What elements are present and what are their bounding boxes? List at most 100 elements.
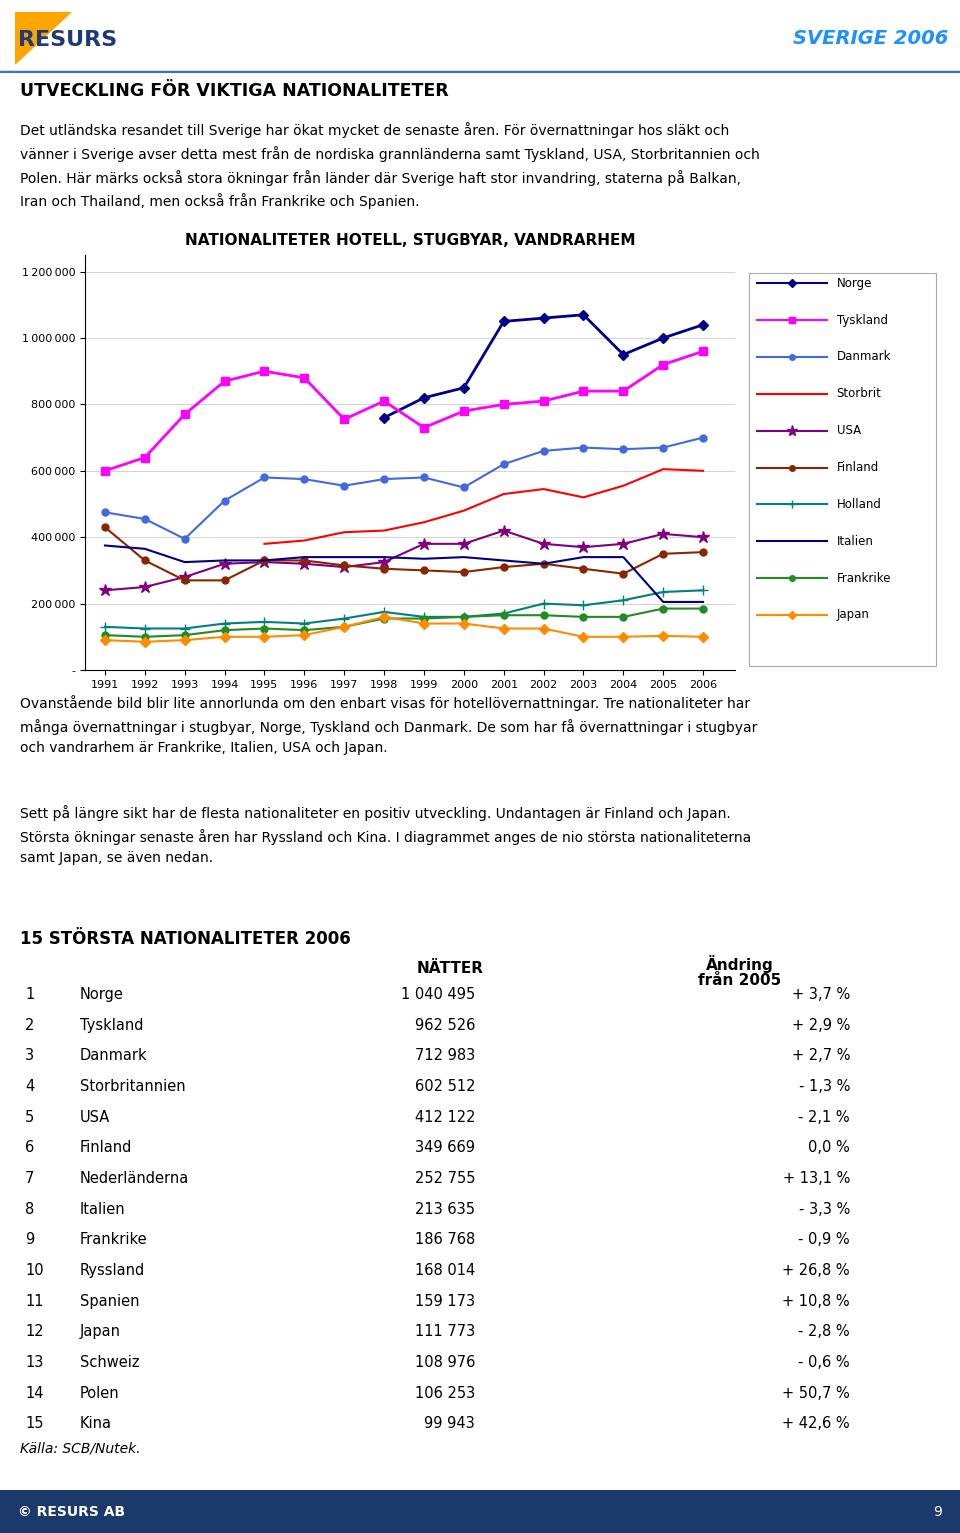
Italien: [299, 547, 310, 566]
Text: + 50,7 %: + 50,7 %: [782, 1386, 850, 1401]
Holland: [219, 615, 230, 633]
Finland: [458, 563, 469, 581]
Text: Tyskland: Tyskland: [837, 314, 888, 327]
Text: Finland: Finland: [80, 1141, 132, 1156]
Text: Holland: Holland: [837, 498, 881, 510]
Line: Japan: Japan: [102, 613, 707, 645]
Tyskland: [538, 392, 549, 411]
Text: 962 526: 962 526: [415, 1018, 475, 1033]
Text: Japan: Japan: [837, 609, 870, 621]
USA: [419, 535, 430, 553]
Text: Det utländska resandet till Sverige har ökat mycket de senaste åren. För övernat: Det utländska resandet till Sverige har …: [20, 123, 759, 210]
Text: UTVECKLING FÖR VIKTIGA NATIONALITETER: UTVECKLING FÖR VIKTIGA NATIONALITETER: [20, 81, 448, 100]
Danmark: [697, 428, 708, 446]
Frankrike: [258, 619, 270, 638]
Text: + 2,9 %: + 2,9 %: [792, 1018, 850, 1033]
Storbrit: [578, 487, 589, 506]
Holland: [697, 581, 708, 599]
Italien: [339, 547, 350, 566]
Text: RESURS: RESURS: [18, 31, 117, 51]
USA: [538, 535, 549, 553]
Text: Nederländerna: Nederländerna: [80, 1171, 189, 1187]
Japan: [219, 627, 230, 645]
Frankrike: [299, 621, 310, 639]
Storbrit: [538, 480, 549, 498]
Text: 10: 10: [25, 1263, 43, 1279]
Storbrit: [339, 523, 350, 541]
Text: 13: 13: [25, 1355, 43, 1371]
Norge: [378, 408, 390, 426]
Text: Ändring: Ändring: [707, 955, 774, 973]
Text: 108 976: 108 976: [415, 1355, 475, 1371]
Danmark: [578, 438, 589, 457]
Text: 349 669: 349 669: [415, 1141, 475, 1156]
Holland: [458, 607, 469, 625]
Frankrike: [139, 627, 151, 645]
Finland: [219, 572, 230, 590]
Line: Finland: Finland: [102, 524, 707, 584]
Finland: [498, 558, 510, 576]
Holland: [617, 592, 629, 610]
Danmark: [617, 440, 629, 458]
Japan: [578, 627, 589, 645]
Holland: [578, 596, 589, 615]
Italien: [99, 537, 110, 555]
Danmark: [179, 530, 190, 549]
Finland: [697, 543, 708, 561]
Text: Storbrit: Storbrit: [837, 388, 881, 400]
Finland: [658, 544, 669, 563]
USA: [498, 521, 510, 540]
USA: [578, 538, 589, 556]
Text: 111 773: 111 773: [415, 1325, 475, 1340]
Text: 15 STÖRSTA NATIONALITETER 2006: 15 STÖRSTA NATIONALITETER 2006: [20, 931, 350, 947]
Norge: [419, 388, 430, 406]
USA: [139, 578, 151, 596]
Text: 15: 15: [25, 1416, 43, 1432]
Text: + 2,7 %: + 2,7 %: [791, 1049, 850, 1064]
Japan: [498, 619, 510, 638]
Text: från 2005: från 2005: [698, 973, 781, 987]
Tyskland: [498, 396, 510, 414]
Norge: [697, 316, 708, 334]
Holland: [378, 602, 390, 621]
Italien: [458, 547, 469, 566]
Danmark: [299, 471, 310, 489]
Italien: [258, 552, 270, 570]
Storbrit: [419, 514, 430, 532]
Tyskland: [578, 382, 589, 400]
Title: NATIONALITETER HOTELL, STUGBYAR, VANDRARHEM: NATIONALITETER HOTELL, STUGBYAR, VANDRAR…: [184, 233, 636, 248]
Danmark: [538, 442, 549, 460]
Text: 7: 7: [25, 1171, 35, 1187]
Holland: [258, 613, 270, 632]
Text: NÄTTER: NÄTTER: [417, 961, 484, 977]
Line: Storbrit: Storbrit: [264, 469, 703, 544]
Text: Kina: Kina: [80, 1416, 112, 1432]
Italien: [658, 593, 669, 612]
Tyskland: [99, 461, 110, 480]
Text: Sett på längre sikt har de flesta nationaliteter en positiv utveckling. Undantag: Sett på längre sikt har de flesta nation…: [20, 805, 752, 865]
Tyskland: [219, 373, 230, 391]
Text: + 13,1 %: + 13,1 %: [782, 1171, 850, 1187]
USA: [458, 535, 469, 553]
Danmark: [339, 477, 350, 495]
USA: [617, 535, 629, 553]
Text: + 10,8 %: + 10,8 %: [782, 1294, 850, 1309]
Holland: [299, 615, 310, 633]
Finland: [258, 552, 270, 570]
Frankrike: [697, 599, 708, 618]
Text: Storbritannien: Storbritannien: [80, 1079, 185, 1095]
Italien: [378, 547, 390, 566]
Storbrit: [697, 461, 708, 480]
Frankrike: [538, 606, 549, 624]
Holland: [419, 607, 430, 625]
Frankrike: [458, 607, 469, 625]
USA: [339, 558, 350, 576]
Text: 9: 9: [933, 1505, 942, 1519]
USA: [378, 553, 390, 572]
Danmark: [219, 492, 230, 510]
Line: Holland: Holland: [100, 586, 708, 633]
Line: Italien: Italien: [105, 546, 703, 602]
USA: [179, 567, 190, 586]
Text: 602 512: 602 512: [415, 1079, 475, 1095]
Text: Ovanstående bild blir lite annorlunda om den enbart visas för hotellövernattning: Ovanstående bild blir lite annorlunda om…: [20, 694, 757, 756]
